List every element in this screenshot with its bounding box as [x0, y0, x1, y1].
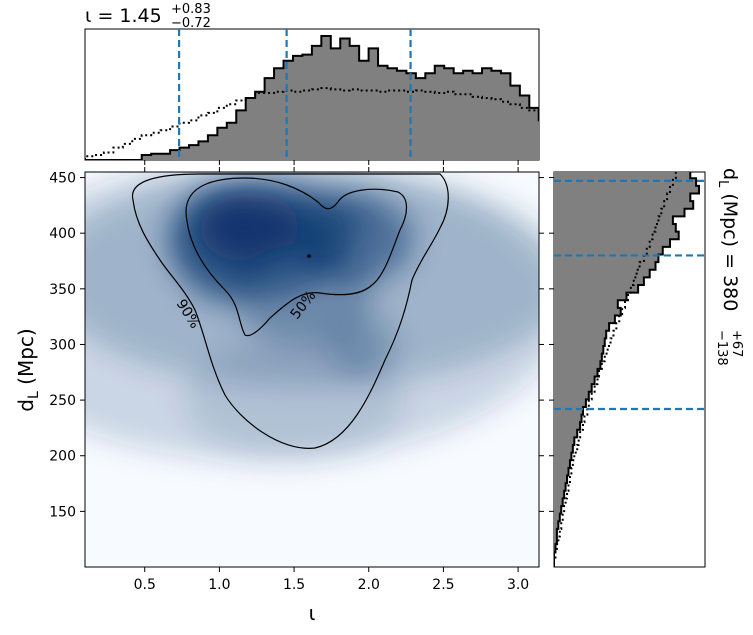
x-posterior-hist-outline [85, 35, 539, 160]
y-title-minus: −138 [714, 330, 729, 366]
y-tick-label: 450 [49, 171, 76, 187]
density-blob [174, 184, 265, 305]
y-axis-ticks: 150 200 250 300 350 400 450 [49, 171, 544, 520]
x-title-plus: +0.83 [171, 2, 211, 17]
y-tick-label: 350 [49, 282, 76, 298]
density-blob [261, 187, 372, 258]
x-tick-label: 1.0 [208, 577, 230, 593]
density-blob [184, 340, 405, 461]
contour-90 [131, 173, 449, 449]
y-tick-label: 250 [49, 393, 76, 409]
y-marginal-panel [549, 171, 706, 568]
y-credible-lines [554, 179, 705, 411]
contour-50 [185, 177, 408, 337]
x-title: ι = 1.45 [85, 5, 162, 27]
y-title-sub: L [715, 180, 730, 188]
y-title-main: d [719, 168, 741, 180]
x-title-minus: −0.72 [171, 16, 211, 31]
joint-frame [84, 171, 540, 568]
y-posterior-hist-outline [554, 172, 700, 567]
y-posterior-hist-fill [554, 172, 699, 567]
y-title: dL (Mpc) = 380 +67 −138 [714, 168, 744, 366]
joint-panel: 90% 50% 0.5 1.0 1.5 2.0 2.5 3.0 1502002503003… [49, 167, 544, 593]
y-title-rest: (Mpc) = 380 [719, 187, 741, 311]
y-tick-label: 300 [49, 337, 76, 353]
y-label-unit: (Mpc) [14, 328, 38, 391]
svg-text:dL (Mpc) = 380: dL (Mpc) = 380 [715, 168, 741, 311]
density-blob [231, 244, 372, 345]
y-tick-label: 150 [49, 504, 76, 520]
median-dot [307, 254, 311, 258]
x-tick-label: 1.5 [283, 577, 305, 593]
y-tick-label: 200 [49, 449, 76, 465]
x-tick-label: 2.0 [358, 577, 380, 593]
svg-text:dL (Mpc): dL (Mpc) [14, 328, 42, 411]
x-posterior-hist-fill [85, 36, 539, 160]
x-axis-ticks: 0.5 1.0 1.5 2.0 2.5 3.0 [134, 167, 529, 593]
y-tick-label: 400 [49, 226, 76, 242]
x-tick-label: 0.5 [134, 577, 156, 593]
x-marginal-panel [84, 28, 540, 165]
y-axis-label: dL (Mpc) [14, 328, 42, 411]
y-title-plus: +67 [729, 330, 744, 357]
y-prior-hist [554, 172, 677, 567]
x-tick-label: 2.5 [432, 577, 454, 593]
x-axis-label: ι [309, 601, 316, 625]
y-marginal-ticks [549, 177, 554, 512]
y-label-main: d [14, 399, 38, 412]
x-marginal-ticks [144, 160, 519, 165]
y-label-sub: L [26, 391, 42, 399]
x-tick-label: 3.0 [507, 577, 529, 593]
density-map [85, 172, 539, 462]
